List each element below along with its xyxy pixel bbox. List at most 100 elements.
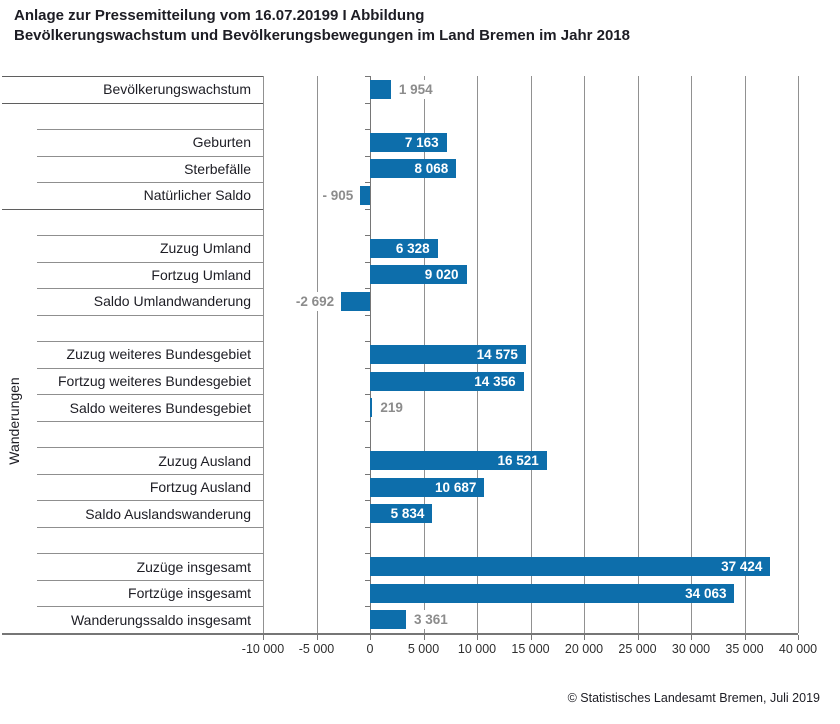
bar: [370, 451, 547, 471]
x-tick-label: -10 000: [241, 642, 285, 656]
x-tick-label: 5 000: [407, 642, 440, 656]
row-divider: [37, 500, 263, 502]
bar-value-label: -2 692: [292, 291, 338, 311]
zero-axis-tick: [365, 473, 370, 475]
bar-value-label: 1 954: [395, 79, 436, 99]
x-axis: [2, 633, 798, 635]
row-divider: [37, 394, 263, 396]
zero-axis-tick: [365, 500, 370, 502]
row-divider: [37, 261, 263, 263]
bar-value-label: 10 687: [435, 479, 477, 495]
x-tick-label: 10 000: [457, 642, 497, 656]
row-divider: [37, 288, 263, 290]
x-tick-label: 0: [366, 642, 374, 656]
category-label: Sterbefälle: [184, 160, 251, 177]
category-label: Natürlicher Saldo: [143, 187, 251, 204]
figure-title: Anlage zur Pressemitteilung vom 16.07.20…: [14, 6, 630, 45]
bar-value-label: 8 068: [414, 161, 449, 177]
bar-value-label: 34 063: [685, 585, 727, 601]
row-divider: [37, 447, 263, 449]
zero-axis-tick: [365, 394, 370, 396]
row-divider: [37, 553, 263, 555]
x-axis-tick: [263, 635, 264, 640]
row-divider: [37, 473, 263, 475]
bar-value-label: - 905: [319, 185, 357, 205]
zero-axis-tick: [365, 341, 370, 343]
bar-value-label: 9 020: [424, 267, 459, 283]
row-divider: [37, 420, 263, 422]
x-axis-tick: [316, 635, 318, 640]
row-divider: [37, 129, 263, 131]
zero-axis-tick: [365, 261, 370, 263]
group-divider: [2, 102, 263, 104]
gridline: [691, 76, 692, 633]
zero-axis-tick: [365, 182, 370, 184]
group-divider: [2, 208, 263, 210]
zero-axis-tick: [365, 208, 370, 210]
zero-axis-tick: [365, 235, 370, 237]
zero-axis-tick: [365, 579, 370, 581]
x-tick-label: 30 000: [671, 642, 711, 656]
zero-axis-tick: [365, 288, 370, 290]
row-divider: [37, 182, 263, 184]
row-divider: [37, 367, 263, 369]
title-line-1: Anlage zur Pressemitteilung vom 16.07.20…: [14, 7, 425, 24]
bar-value-label: 16 521: [497, 453, 539, 469]
bar: [360, 185, 370, 205]
gridline: [530, 76, 532, 633]
bar: [370, 398, 373, 418]
group-divider: [2, 76, 263, 77]
zero-axis-tick: [365, 155, 370, 157]
category-label: Zuzug Ausland: [158, 452, 251, 469]
x-tick-label: 25 000: [618, 642, 657, 656]
bar-value-label: 5 834: [390, 506, 425, 522]
row-divider: [37, 579, 263, 581]
x-axis-tick: [477, 635, 478, 640]
bar: [370, 557, 771, 577]
x-tick-label: 40 000: [778, 642, 818, 656]
category-label: Saldo weiteres Bundesgebiet: [69, 399, 251, 416]
x-axis-tick: [584, 635, 585, 640]
x-tick-label: 35 000: [725, 642, 764, 656]
gridline: [798, 76, 799, 633]
gridline: [744, 76, 746, 633]
row-divider: [37, 606, 263, 608]
x-axis-tick: [637, 635, 639, 640]
gridline: [584, 76, 585, 633]
category-label: Zuzüge insgesamt: [136, 558, 251, 575]
bar-value-label: 37 424: [721, 559, 763, 575]
category-label: Saldo Auslandswanderung: [85, 505, 251, 522]
x-axis-tick: [423, 635, 425, 640]
bar: [341, 291, 370, 311]
bar-value-label: 14 356: [474, 373, 516, 389]
category-label: Fortzüge insgesamt: [128, 585, 251, 602]
category-label: Saldo Umlandwanderung: [93, 293, 251, 310]
bar: [370, 345, 526, 364]
x-tick-label: 15 000: [511, 642, 550, 656]
row-divider: [37, 526, 263, 528]
zero-axis-tick: [365, 553, 370, 555]
zero-axis-tick: [365, 129, 370, 131]
category-label: Zuzug Umland: [159, 240, 251, 257]
zero-axis-tick: [365, 526, 370, 528]
category-label: Wanderungssaldo insgesamt: [70, 611, 251, 628]
bar-value-label: 14 575: [476, 347, 518, 362]
gridline: [316, 76, 318, 633]
row-divider: [37, 314, 263, 316]
category-label: Geburten: [192, 134, 251, 151]
bar-value-label: 6 328: [395, 240, 430, 256]
row-divider: [37, 155, 263, 157]
x-axis-tick: [370, 635, 371, 640]
zero-axis-tick: [365, 420, 370, 422]
bar: [370, 477, 485, 497]
copyright-note: © Statistisches Landesamt Bremen, Juli 2…: [567, 691, 820, 705]
gridline: [637, 76, 639, 633]
bar-value-label: 219: [377, 398, 406, 418]
bar: [370, 238, 438, 258]
bar: [370, 79, 391, 99]
zero-axis-tick: [365, 102, 370, 104]
category-label: Fortzug Ausland: [149, 479, 251, 496]
bar: [370, 132, 447, 152]
x-axis-tick: [798, 635, 799, 640]
